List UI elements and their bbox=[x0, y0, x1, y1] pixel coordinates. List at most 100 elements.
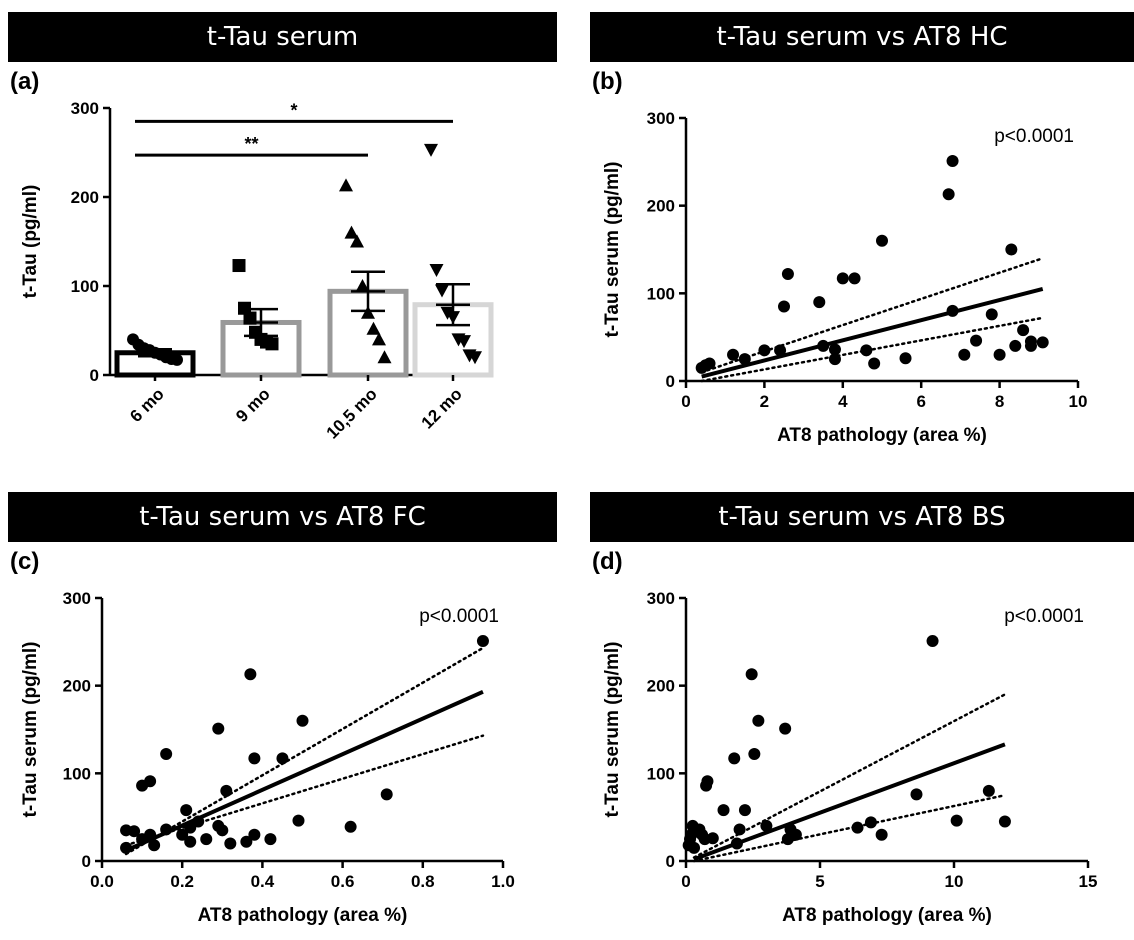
data-point bbox=[212, 722, 225, 735]
data-point bbox=[232, 259, 246, 273]
regression-line bbox=[701, 287, 1044, 379]
panel-a-xtick-label: 10,5 mo bbox=[323, 384, 381, 442]
data-point bbox=[926, 634, 939, 647]
data-point bbox=[184, 835, 197, 848]
data-point bbox=[435, 284, 449, 298]
panel-d-ytick-label: 0 bbox=[666, 852, 675, 871]
data-point bbox=[200, 833, 213, 846]
data-point bbox=[758, 344, 771, 357]
data-point bbox=[942, 188, 955, 201]
data-point bbox=[864, 816, 877, 829]
panel-b-xtick-label: 8 bbox=[995, 392, 1004, 411]
panel-b-p-value: p<0.0001 bbox=[994, 126, 1074, 147]
data-point bbox=[875, 828, 888, 841]
panel-a-y-axis-label: t-Tau (pg/ml) bbox=[20, 185, 41, 299]
data-point bbox=[738, 804, 751, 817]
panel-a-xtick-label: 9 mo bbox=[232, 384, 273, 425]
data-point bbox=[703, 357, 716, 370]
data-point bbox=[868, 357, 881, 370]
panel-a-label: (a) bbox=[10, 68, 40, 95]
panel-a-xtick-label: 12 mo bbox=[418, 384, 466, 432]
data-point bbox=[1009, 339, 1022, 352]
data-point bbox=[950, 814, 963, 827]
data-point bbox=[774, 344, 787, 357]
data-point bbox=[339, 178, 353, 192]
panel-c-xtick-label: 0.2 bbox=[170, 872, 194, 891]
panel-b-label: (b) bbox=[592, 68, 623, 95]
panel-b-ytick-label: 100 bbox=[647, 284, 675, 303]
data-point bbox=[828, 353, 841, 366]
data-point bbox=[248, 752, 261, 765]
data-point bbox=[1036, 336, 1049, 349]
data-point bbox=[264, 833, 277, 846]
panel-c-ytick-label: 0 bbox=[82, 852, 91, 871]
data-point bbox=[296, 714, 309, 727]
data-point bbox=[998, 815, 1011, 828]
data-point bbox=[970, 334, 983, 347]
data-point bbox=[216, 824, 229, 837]
data-point bbox=[476, 634, 489, 647]
data-point bbox=[176, 828, 189, 841]
panel-d-xtick-label: 5 bbox=[815, 872, 824, 891]
data-point bbox=[380, 788, 393, 801]
data-point bbox=[717, 804, 730, 817]
confidence-band-upper bbox=[700, 257, 1044, 374]
panel-b-ytick-label: 300 bbox=[647, 109, 675, 128]
data-point bbox=[160, 748, 173, 761]
panel-c-xtick-label: 0.8 bbox=[411, 872, 435, 891]
panel-c-label: (c) bbox=[10, 548, 40, 575]
data-point bbox=[468, 351, 482, 365]
data-point bbox=[160, 823, 173, 836]
data-point bbox=[813, 296, 826, 309]
data-point bbox=[120, 841, 133, 854]
panel-a-ytick-label: 300 bbox=[71, 99, 99, 118]
data-point bbox=[171, 353, 183, 366]
panel-d-p-value: p<0.0001 bbox=[1004, 606, 1084, 627]
data-point bbox=[220, 784, 233, 797]
data-point bbox=[946, 304, 959, 317]
panel-c-x-axis-label: AT8 pathology (area %) bbox=[198, 905, 408, 926]
data-point bbox=[244, 668, 257, 681]
confidence-band-upper bbox=[124, 646, 485, 856]
data-point bbox=[355, 279, 370, 292]
data-point bbox=[836, 272, 849, 285]
data-point bbox=[144, 775, 157, 788]
panel-c-ytick-label: 300 bbox=[63, 589, 91, 608]
panel-c-xtick-label: 0.0 bbox=[90, 872, 114, 891]
data-point bbox=[457, 335, 471, 349]
data-point bbox=[240, 835, 253, 848]
data-point bbox=[429, 263, 444, 277]
confidence-band-lower bbox=[692, 794, 1007, 863]
panel-c-xtick-label: 0.4 bbox=[251, 872, 275, 891]
data-point bbox=[982, 784, 995, 797]
data-point bbox=[276, 752, 289, 765]
data-point bbox=[701, 775, 714, 788]
data-point bbox=[748, 748, 761, 761]
data-point bbox=[727, 348, 740, 361]
data-point bbox=[424, 143, 438, 157]
panel-b-xtick-label: 2 bbox=[760, 392, 769, 411]
panel-a-ytick-label: 100 bbox=[71, 277, 99, 296]
data-point bbox=[946, 154, 959, 167]
data-point bbox=[1017, 324, 1030, 337]
panel-d-xtick-label: 15 bbox=[1079, 872, 1098, 891]
significance-label: * bbox=[290, 100, 297, 120]
data-point bbox=[779, 722, 792, 735]
panel-d-y-axis-label: t-Tau serum (pg/ml) bbox=[602, 642, 623, 818]
panel-b-x-axis-label: AT8 pathology (area %) bbox=[777, 425, 987, 446]
panel-b-ytick-label: 0 bbox=[666, 372, 675, 391]
panel-d-x-axis-label: AT8 pathology (area %) bbox=[782, 905, 992, 926]
panel-b-title: t-Tau serum vs AT8 HC bbox=[590, 12, 1134, 62]
panel-b-xtick-label: 6 bbox=[916, 392, 925, 411]
data-point bbox=[361, 305, 375, 319]
panel-b-xtick-label: 0 bbox=[681, 392, 690, 411]
data-point bbox=[350, 234, 364, 248]
panel-d-ytick-label: 200 bbox=[647, 677, 675, 696]
data-point bbox=[248, 828, 261, 841]
data-point bbox=[778, 300, 790, 313]
significance-label: ** bbox=[244, 134, 258, 154]
panel-d-xtick-label: 0 bbox=[681, 872, 690, 891]
data-point bbox=[910, 788, 923, 801]
panel-c-xtick-label: 0.6 bbox=[331, 872, 355, 891]
panel-a-title: t-Tau serum bbox=[8, 12, 557, 62]
